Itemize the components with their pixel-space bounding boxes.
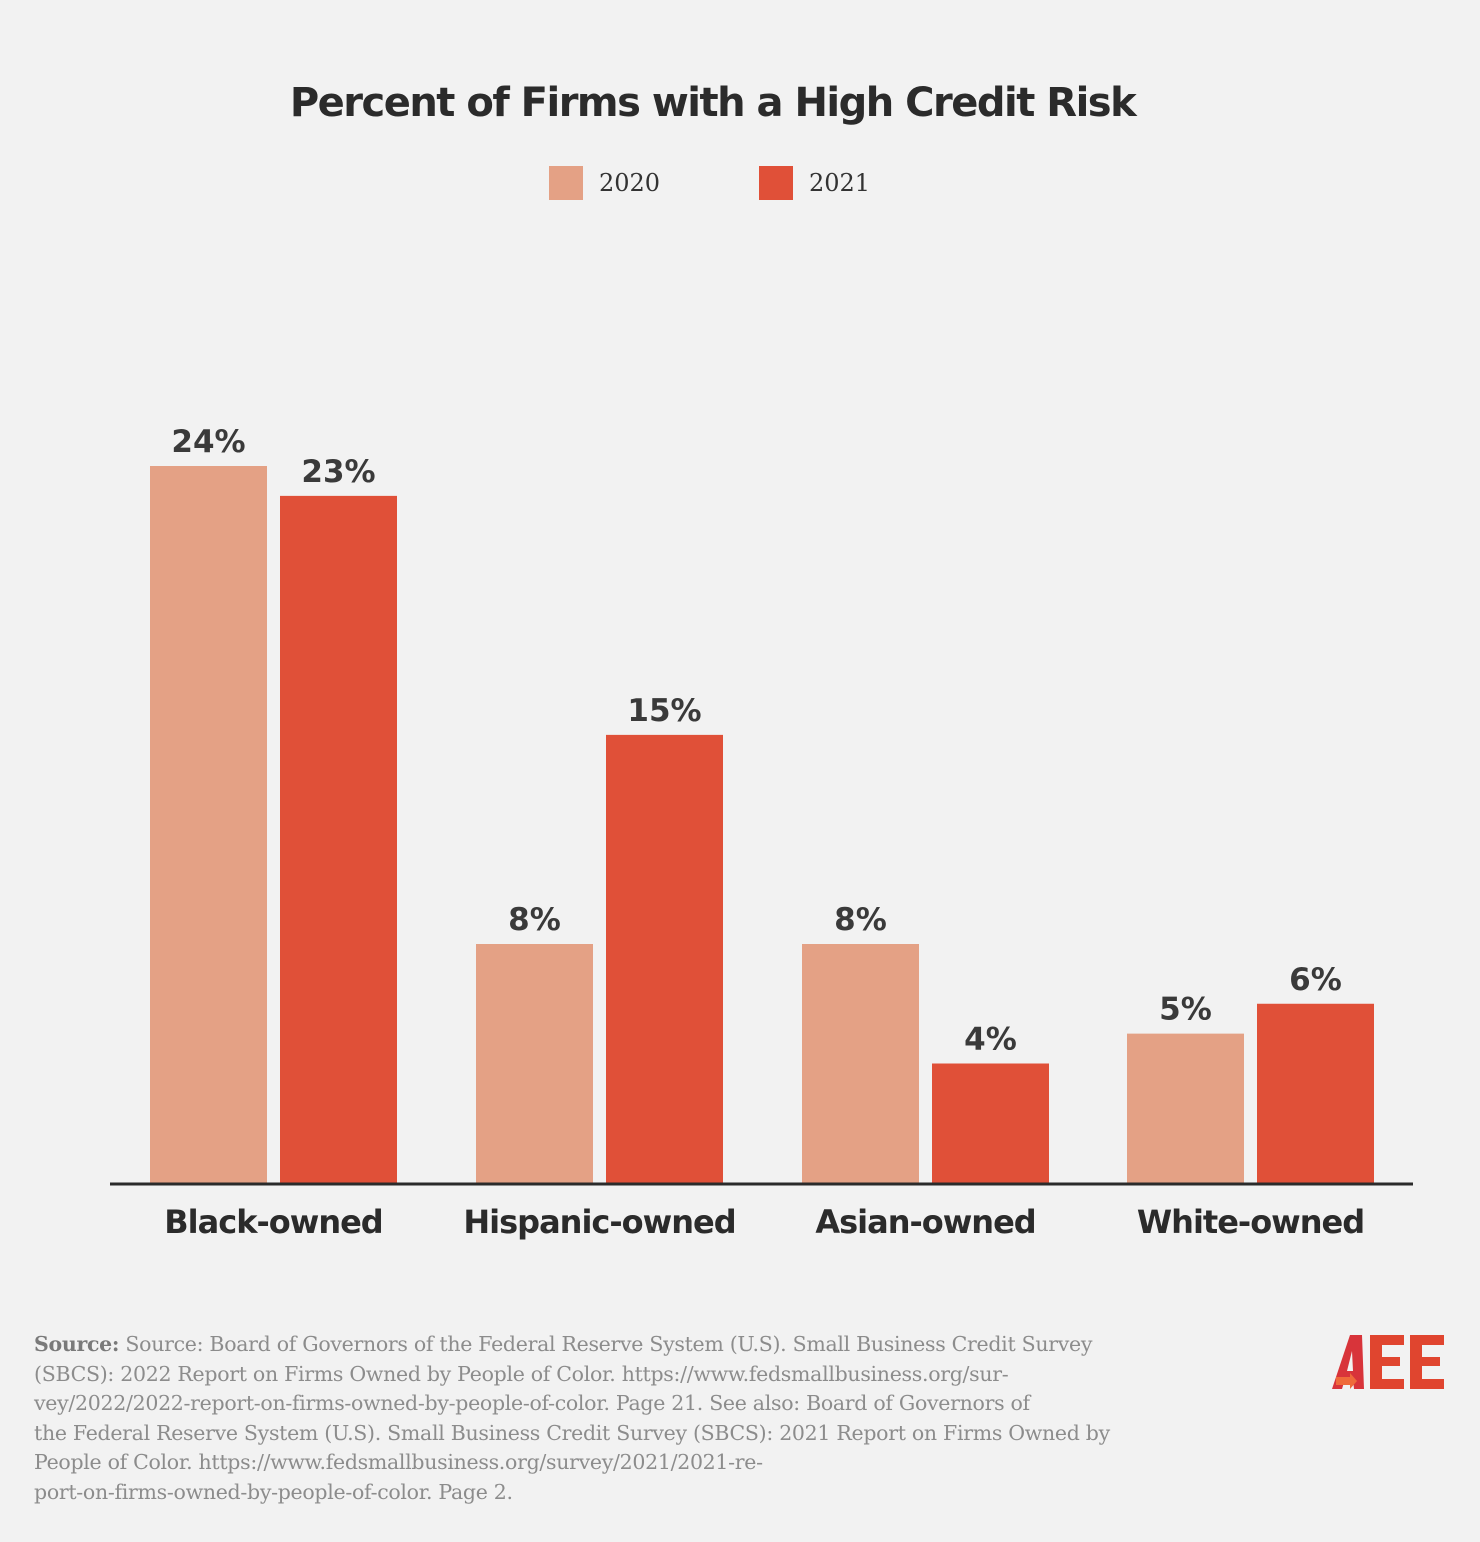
chart-title: Percent of Firms with a High Credit Risk [289, 80, 1137, 126]
bar-white-owned-2020 [1127, 1033, 1244, 1183]
legend-label-2021: 2021 [809, 169, 871, 197]
aee-logo [1332, 1335, 1444, 1389]
data-label: 8% [834, 902, 887, 938]
data-label: 6% [1289, 962, 1342, 998]
bar-hispanic-owned-2021 [606, 734, 723, 1183]
bar-black-owned-2020 [150, 466, 267, 1183]
source-note: Source: Source: Board of Governors of th… [34, 1330, 1314, 1507]
source-line: People of Color. https://www.fedsmallbus… [34, 1450, 763, 1474]
source-line: vey/2022/2022-report-on-firms-owned-by-p… [34, 1391, 1030, 1415]
legend-swatch-2020 [549, 166, 583, 200]
data-label: 23% [301, 454, 375, 490]
source-line: (SBCS): 2022 Report on Firms Owned by Pe… [34, 1361, 1009, 1386]
data-label: 15% [627, 693, 701, 729]
source-line: port-on-firms-owned-by-people-of-color. … [34, 1479, 513, 1504]
category-label: White-owned [1137, 1203, 1364, 1241]
category-label: Asian-owned [815, 1203, 1035, 1241]
bar-black-owned-2021 [280, 495, 397, 1183]
legend-item-2021: 2021 [759, 166, 870, 200]
bar-white-owned-2021 [1257, 1003, 1374, 1183]
data-label: 4% [964, 1022, 1017, 1058]
data-label: 8% [508, 902, 561, 938]
legend-swatch-2021 [759, 166, 793, 200]
category-label: Black-owned [164, 1203, 382, 1241]
source-line-text: Source: Board of Governors of the Federa… [125, 1332, 1093, 1356]
data-label: 5% [1159, 992, 1212, 1028]
legend-item-2020: 2020 [549, 166, 660, 200]
source-line: the Federal Reserve System (U.S). Small … [34, 1420, 1110, 1445]
data-label: 24% [171, 424, 245, 460]
bar-chart: 24% 23% Black-owned 8% 15% Hispanic-owned 8% 4%… [110, 424, 1413, 1241]
legend-label-2020: 2020 [599, 169, 661, 197]
bar-hispanic-owned-2020 [476, 944, 593, 1183]
source-label: Source: [34, 1332, 120, 1356]
category-label: Hispanic-owned [463, 1203, 735, 1241]
source-line: Source: Source: Board of Governors of th… [34, 1330, 1314, 1360]
bar-asian-owned-2021 [932, 1063, 1049, 1183]
bar-asian-owned-2020 [802, 944, 919, 1183]
